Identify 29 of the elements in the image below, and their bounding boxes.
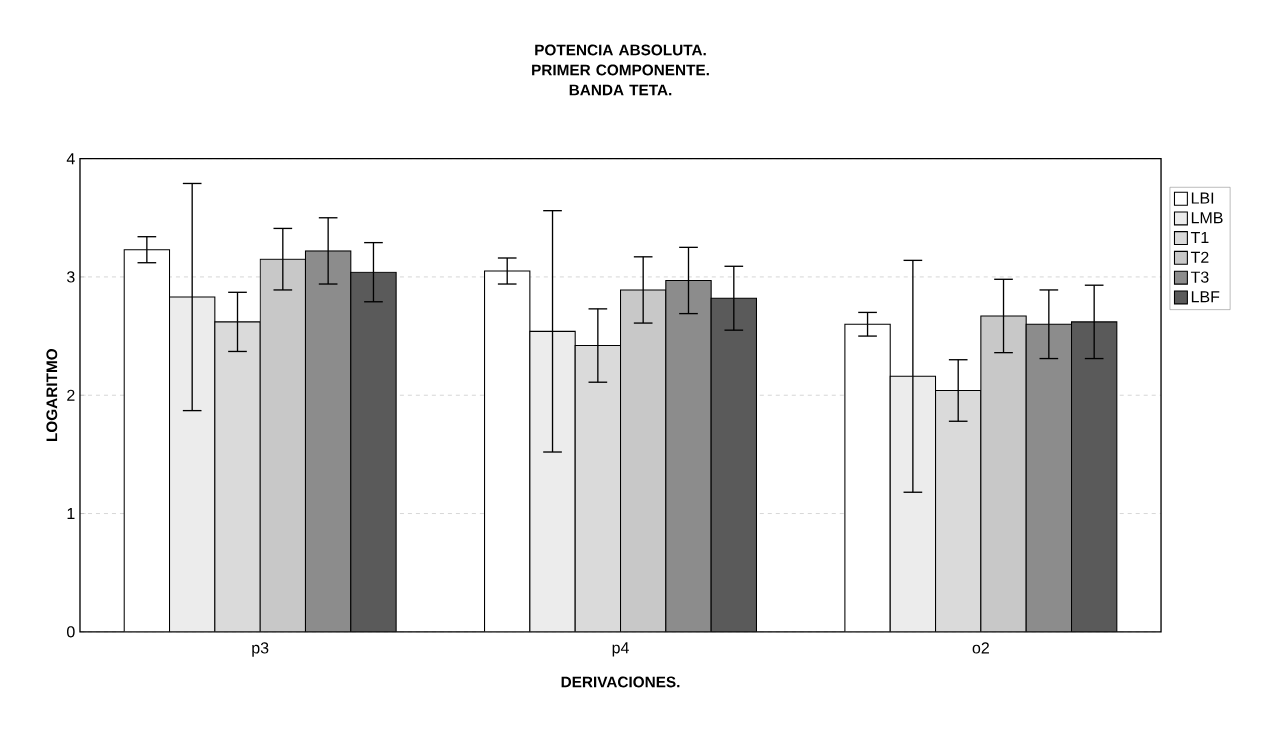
- x-tick-label: p3: [252, 642, 269, 657]
- x-tick-label: o2: [972, 642, 989, 654]
- bar: [619, 289, 667, 632]
- x-tick-label: p4: [612, 642, 629, 657]
- y-tick-label: 3: [66, 271, 75, 283]
- bar: [304, 250, 352, 632]
- bar: [168, 296, 216, 632]
- y-tick-label: 1: [67, 507, 75, 519]
- bar: [710, 297, 758, 632]
- bar: [529, 330, 576, 632]
- y-tick-label: 2: [67, 389, 75, 401]
- bar: [350, 271, 397, 632]
- legend-label: LBF: [1191, 291, 1220, 303]
- chart-title: POTENCIA ABSOLUTA. PRIMER COMPONENTE. BANDA TETA.: [532, 44, 709, 96]
- bar: [889, 375, 937, 632]
- x-axis-title: DERIVACIONES.: [561, 676, 680, 688]
- y-tick-label: 0: [67, 626, 75, 638]
- legend-label: T1: [1190, 231, 1209, 243]
- bar: [1025, 323, 1073, 632]
- bar: [1070, 321, 1118, 632]
- bar: [259, 258, 307, 632]
- legend-label: LBI: [1191, 192, 1214, 204]
- bar: [980, 315, 1027, 632]
- bar: [665, 279, 712, 632]
- legend-label: LMB: [1191, 212, 1223, 224]
- y-axis-title: LOGARITMO: [46, 348, 58, 441]
- y-tick-label: 4: [66, 153, 75, 165]
- legend-label: T3: [1190, 271, 1209, 283]
- legend-label: T2: [1190, 251, 1209, 263]
